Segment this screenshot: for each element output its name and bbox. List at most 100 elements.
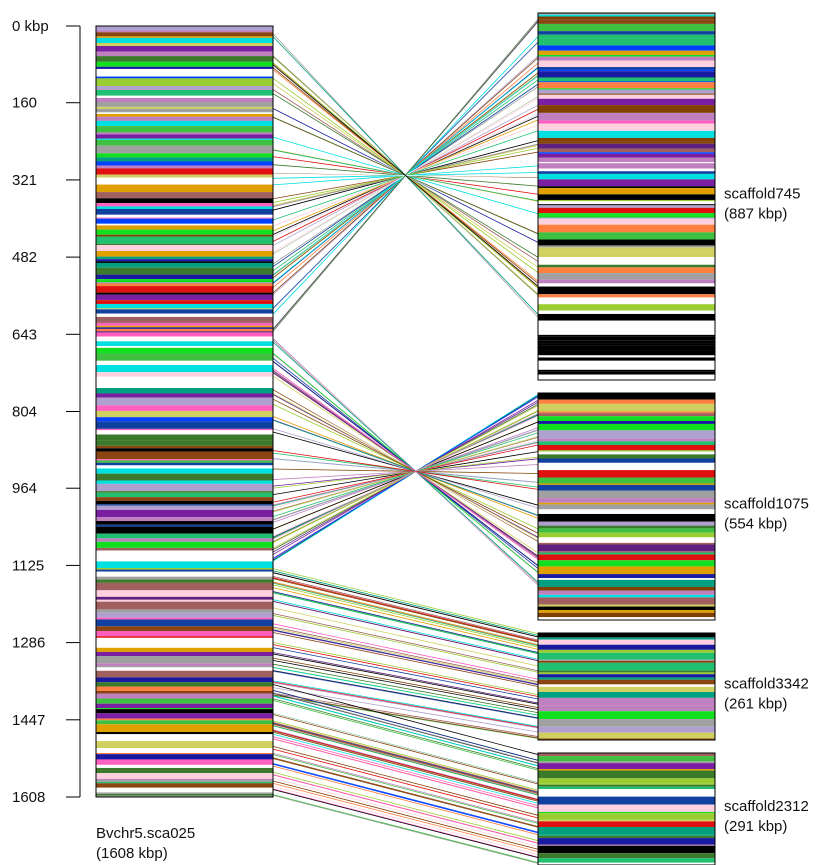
axis-tick-label: 1125 <box>12 557 44 574</box>
scaffold-band <box>538 371 715 375</box>
synteny-link <box>272 731 539 802</box>
scaffold-band <box>538 179 715 187</box>
synteny-link <box>272 608 539 668</box>
reference-band <box>96 497 273 501</box>
axis-tick-label: 1447 <box>12 712 45 729</box>
reference-band <box>96 521 273 525</box>
scaffold-band <box>538 153 715 158</box>
synteny-link <box>272 663 539 714</box>
reference-band <box>96 590 273 597</box>
synteny-link <box>272 464 539 480</box>
reference-band <box>96 651 273 657</box>
reference-band <box>96 617 273 620</box>
synteny-link <box>272 405 539 549</box>
synteny-link <box>272 757 539 827</box>
reference-band <box>96 174 273 178</box>
reference-band <box>96 421 273 429</box>
scaffold-band <box>538 360 715 366</box>
scaffold-band <box>538 804 715 812</box>
synteny-link <box>272 745 539 816</box>
scaffold-band <box>538 251 715 257</box>
scaffold-band <box>538 413 715 417</box>
reference-chromosome-bar[interactable] <box>95 25 274 798</box>
reference-band <box>96 778 273 780</box>
synteny-link <box>272 748 539 819</box>
axis-tick-label: 964 <box>12 480 37 497</box>
synteny-links <box>272 19 539 864</box>
scaffold-band <box>538 528 715 533</box>
reference-band <box>96 579 273 583</box>
scaffold-band <box>538 205 715 208</box>
scaffold-band <box>538 579 715 587</box>
scaffold-band <box>538 89 715 94</box>
scaffold-band <box>538 509 715 514</box>
synteny-link <box>272 629 539 685</box>
reference-band <box>96 267 273 275</box>
scaffold-scaffold3342[interactable]: scaffold3342 (261 kbp) <box>537 632 809 741</box>
reference-band <box>96 753 273 755</box>
synteny-link <box>272 613 539 672</box>
scaffold-band <box>538 143 715 149</box>
reference-band <box>96 445 273 449</box>
synteny-link <box>272 794 539 864</box>
reference-band <box>96 781 273 784</box>
synteny-link <box>272 450 539 490</box>
synteny-link <box>272 775 539 846</box>
reference-band <box>96 795 273 797</box>
scaffold-band <box>538 778 715 784</box>
scaffold-band <box>538 157 715 163</box>
reference-band <box>96 303 273 309</box>
scaffold-scaffold2312[interactable]: scaffold2312 (291 kbp) <box>537 752 809 865</box>
reference-band <box>96 708 273 710</box>
scaffold-size-label: (291 kbp) <box>724 818 787 835</box>
scaffold-band <box>538 38 715 46</box>
reference-band <box>96 637 273 642</box>
synteny-link <box>272 657 539 709</box>
reference-band <box>96 434 273 441</box>
scaffold-band <box>538 858 715 863</box>
reference-band <box>96 538 273 542</box>
scaffold-name-label: scaffold3342 <box>724 676 809 693</box>
reference-band <box>96 134 273 139</box>
scaffold-band <box>538 60 715 68</box>
scaffold-band <box>538 652 715 660</box>
scaffold-band <box>538 544 715 552</box>
reference-band <box>96 483 273 492</box>
scaffold-band <box>538 56 715 61</box>
reference-band <box>96 410 273 418</box>
reference-band <box>96 794 273 796</box>
scaffold-band <box>538 336 715 341</box>
synteny-link <box>272 788 539 858</box>
scaffold-band <box>538 423 715 431</box>
reference-band <box>96 596 273 600</box>
synteny-link <box>272 582 539 647</box>
reference-band <box>96 113 273 117</box>
synteny-link <box>272 577 539 642</box>
scaffold-scaffold745[interactable]: scaffold745 (887 kbp) <box>537 12 800 381</box>
reference-band <box>96 686 273 691</box>
scaffold-band <box>538 365 715 370</box>
synteny-link <box>272 690 539 761</box>
scaffold-band <box>538 458 715 463</box>
scaffold-name-label: scaffold1075 <box>724 496 809 513</box>
reference-band <box>96 43 273 47</box>
synteny-link <box>272 699 539 771</box>
reference-band <box>96 569 273 572</box>
scaffold-band <box>538 403 715 412</box>
reference-band <box>96 732 273 735</box>
scaffold-band <box>538 753 715 757</box>
reference-band <box>96 223 273 226</box>
synteny-link <box>272 626 539 683</box>
scaffold-band <box>538 649 715 653</box>
scaffold-scaffold1075[interactable]: scaffold1075 (554 kbp) <box>537 392 809 621</box>
scaffold-band <box>538 218 715 225</box>
scaffold-band <box>538 862 715 865</box>
reference-band <box>96 208 273 215</box>
reference-band <box>96 709 273 714</box>
synteny-link <box>272 568 539 635</box>
scaffold-band <box>538 88 715 90</box>
reference-band <box>96 322 273 326</box>
synteny-link <box>272 576 539 641</box>
scaffold-band <box>538 357 715 361</box>
reference-band <box>96 30 273 33</box>
